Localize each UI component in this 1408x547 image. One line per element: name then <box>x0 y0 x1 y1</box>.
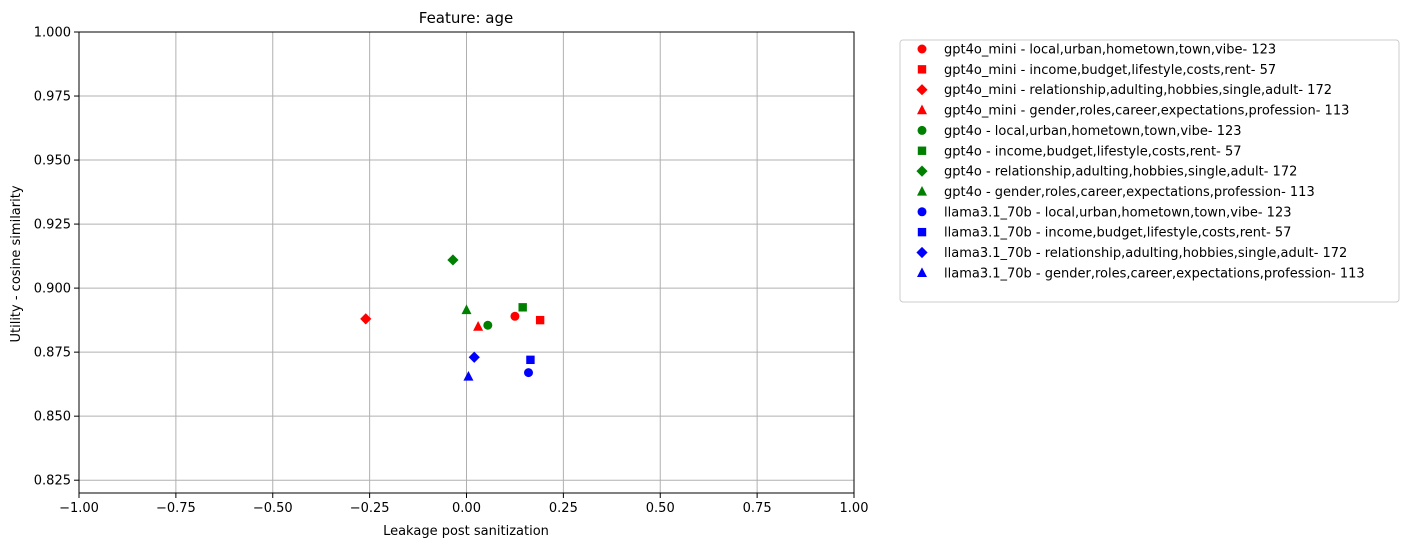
legend-marker-circle <box>917 125 927 135</box>
legend-marker-diamond <box>916 84 928 96</box>
legend-marker-circle <box>917 44 927 54</box>
x-tick-label: −0.50 <box>253 501 293 516</box>
x-tick-label: 0.75 <box>743 501 772 516</box>
legend-item: llama3.1_70b - local,urban,hometown,town… <box>917 205 1292 220</box>
legend-label: gpt4o_mini - local,urban,hometown,town,v… <box>944 43 1276 58</box>
legend-label: gpt4o - income,budget,lifestyle,costs,re… <box>944 144 1242 159</box>
legend-label: llama3.1_70b - income,budget,lifestyle,c… <box>944 226 1291 241</box>
legend-item: gpt4o_mini - income,budget,lifestyle,cos… <box>917 63 1276 78</box>
data-point-circle <box>510 311 520 321</box>
legend-item: gpt4o_mini - local,urban,hometown,town,v… <box>917 43 1276 58</box>
x-tick-label: 1.00 <box>840 501 869 516</box>
x-tick-label: 0.00 <box>452 501 481 516</box>
data-point-circle <box>524 368 533 378</box>
y-tick-label: 0.950 <box>34 154 71 169</box>
y-axis: 0.825 0.850 0.875 0.900 0.925 0.950 0.975 1.000 <box>34 26 79 489</box>
legend-label: gpt4o_mini - income,budget,lifestyle,cos… <box>944 63 1276 78</box>
legend-item: llama3.1_70b - gender,roles,career,expec… <box>917 266 1365 281</box>
data-point-triangle <box>461 304 472 315</box>
chart-title: Feature: age <box>419 9 513 27</box>
legend-item: gpt4o - gender,roles,career,expectations… <box>917 185 1315 200</box>
y-tick-label: 0.825 <box>34 474 71 489</box>
legend-label: llama3.1_70b - local,urban,hometown,town… <box>944 205 1292 220</box>
data-points <box>360 254 545 381</box>
legend-marker-triangle <box>917 267 927 278</box>
legend-item: gpt4o_mini - relationship,adulting,hobbi… <box>916 83 1332 98</box>
legend-label: gpt4o_mini - gender,roles,career,expecta… <box>944 104 1349 119</box>
legend-item: gpt4o - income,budget,lifestyle,costs,re… <box>917 144 1242 159</box>
x-axis-label: Leakage post sanitization <box>383 524 549 539</box>
legend-item: gpt4o_mini - gender,roles,career,expecta… <box>917 104 1349 119</box>
x-tick-label: 0.25 <box>549 501 578 516</box>
data-point-square <box>535 315 545 325</box>
legend-item: gpt4o - local,urban,hometown,town,vibe- … <box>917 124 1242 139</box>
legend-marker-diamond <box>916 165 928 177</box>
y-tick-label: 0.900 <box>34 282 71 297</box>
legend-marker-square <box>917 65 927 74</box>
legend-marker-square <box>917 146 927 155</box>
legend-marker-triangle <box>917 185 927 196</box>
legend-label: llama3.1_70b - relationship,adulting,hob… <box>944 246 1347 261</box>
legend-item: llama3.1_70b - relationship,adulting,hob… <box>916 246 1347 261</box>
legend-item: gpt4o - relationship,adulting,hobbies,si… <box>916 165 1297 180</box>
legend-marker-diamond <box>916 246 928 259</box>
legend-label: gpt4o - gender,roles,career,expectations… <box>944 185 1315 200</box>
y-tick-label: 0.875 <box>34 346 71 361</box>
y-tick-label: 0.850 <box>34 410 71 425</box>
y-tick-label: 1.000 <box>34 26 71 41</box>
legend-label: gpt4o - local,urban,hometown,town,vibe- … <box>944 124 1242 139</box>
legend-marker-circle <box>917 207 927 217</box>
y-tick-label: 0.975 <box>34 90 71 105</box>
data-point-diamond <box>468 351 480 363</box>
x-axis: −1.00 −0.75 −0.50 −0.25 0.00 0.25 0.50 0.75 1.00 <box>59 493 868 516</box>
data-point-square <box>518 303 527 312</box>
data-point-diamond <box>360 313 372 325</box>
y-tick-label: 0.925 <box>34 218 71 233</box>
x-tick-label: 0.50 <box>646 501 675 516</box>
legend-marker-square <box>917 227 927 237</box>
data-point-circle <box>483 320 493 330</box>
data-point-triangle <box>473 321 484 331</box>
legend: gpt4o_mini - local,urban,hometown,town,v… <box>899 39 1400 303</box>
legend-label: gpt4o_mini - relationship,adulting,hobbi… <box>944 83 1332 98</box>
x-tick-label: −0.25 <box>350 501 390 516</box>
legend-box <box>899 39 1400 303</box>
data-point-diamond <box>447 254 459 266</box>
legend-label: gpt4o - relationship,adulting,hobbies,si… <box>944 165 1297 180</box>
legend-marker-triangle <box>917 104 927 115</box>
legend-item: llama3.1_70b - income,budget,lifestyle,c… <box>917 226 1291 241</box>
legend-label: llama3.1_70b - gender,roles,career,expec… <box>944 266 1365 281</box>
x-tick-label: −0.75 <box>156 501 196 516</box>
data-point-triangle <box>463 370 474 381</box>
x-tick-label: −1.00 <box>59 501 99 516</box>
data-point-square <box>526 355 535 365</box>
y-axis-label: Utility - cosine similarity <box>9 185 24 342</box>
